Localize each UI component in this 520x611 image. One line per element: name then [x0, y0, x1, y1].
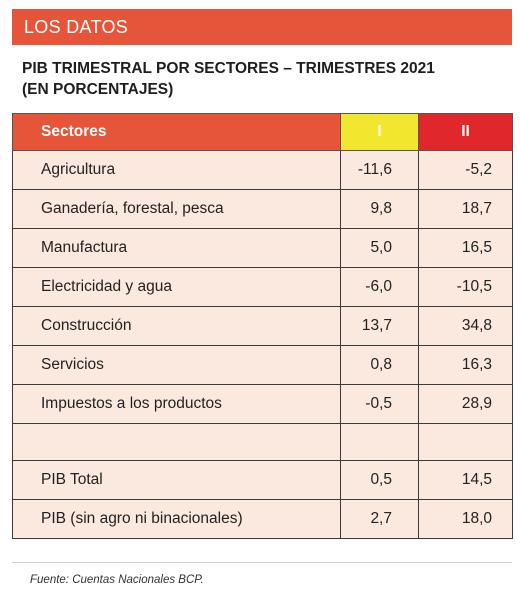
- sector-cell: Manufactura: [12, 228, 341, 268]
- gdp-sector-table: Sectores I II Agricultura -11,6 -5,2 Gan…: [12, 113, 513, 539]
- q1-value-cell: 9,8: [340, 189, 419, 229]
- table-header-row: Sectores I II: [12, 113, 513, 151]
- section-banner: LOS DATOS: [12, 9, 512, 45]
- q2-value-cell: 16,3: [418, 345, 513, 385]
- table-row: PIB (sin agro ni binacionales) 2,7 18,0: [12, 499, 513, 539]
- sector-cell: PIB (sin agro ni binacionales): [12, 499, 341, 539]
- q1-value-cell: -0,5: [340, 384, 419, 424]
- footer-divider: [12, 562, 512, 563]
- table-row: Servicios 0,8 16,3: [12, 345, 513, 385]
- sector-cell: Electricidad y agua: [12, 267, 341, 307]
- q2-value-cell: 14,5: [418, 460, 513, 500]
- q1-value-cell: 0,5: [340, 460, 419, 500]
- table-row: Ganadería, forestal, pesca 9,8 18,7: [12, 189, 513, 229]
- sector-cell: Impuestos a los productos: [12, 384, 341, 424]
- q1-value-cell: -11,6: [340, 150, 419, 190]
- blank-cell: [12, 423, 341, 461]
- table-row: Impuestos a los productos -0,5 28,9: [12, 384, 513, 424]
- table-row: Construcción 13,7 34,8: [12, 306, 513, 346]
- q1-value-cell: 2,7: [340, 499, 419, 539]
- header-quarter-1: I: [340, 113, 419, 151]
- table-row: Manufactura 5,0 16,5: [12, 228, 513, 268]
- source-note: Fuente: Cuentas Nacionales BCP.: [30, 574, 204, 586]
- q2-value-cell: -5,2: [418, 150, 513, 190]
- header-sectors: Sectores: [12, 113, 341, 151]
- blank-cell: [340, 423, 419, 461]
- title-line-1: PIB TRIMESTRAL POR SECTORES – TRIMESTRES…: [22, 60, 435, 77]
- q1-value-cell: 13,7: [340, 306, 419, 346]
- q2-value-cell: 18,0: [418, 499, 513, 539]
- title-line-2: (EN PORCENTAJES): [22, 81, 174, 98]
- q1-value-cell: 5,0: [340, 228, 419, 268]
- sector-cell: Construcción: [12, 306, 341, 346]
- blank-cell: [418, 423, 513, 461]
- q1-value-cell: -6,0: [340, 267, 419, 307]
- q2-value-cell: 16,5: [418, 228, 513, 268]
- table-title: PIB TRIMESTRAL POR SECTORES – TRIMESTRES…: [22, 58, 502, 100]
- blank-separator-row: [12, 423, 513, 461]
- header-quarter-2: II: [418, 113, 513, 151]
- q2-value-cell: 28,9: [418, 384, 513, 424]
- q1-value-cell: 0,8: [340, 345, 419, 385]
- sector-cell: Ganadería, forestal, pesca: [12, 189, 341, 229]
- q2-value-cell: 18,7: [418, 189, 513, 229]
- q2-value-cell: 34,8: [418, 306, 513, 346]
- table-row: PIB Total 0,5 14,5: [12, 460, 513, 500]
- q2-value-cell: -10,5: [418, 267, 513, 307]
- sector-cell: PIB Total: [12, 460, 341, 500]
- sector-cell: Agricultura: [12, 150, 341, 190]
- sector-cell: Servicios: [12, 345, 341, 385]
- banner-label: LOS DATOS: [24, 16, 129, 37]
- table-row: Electricidad y agua -6,0 -10,5: [12, 267, 513, 307]
- table-row: Agricultura -11,6 -5,2: [12, 150, 513, 190]
